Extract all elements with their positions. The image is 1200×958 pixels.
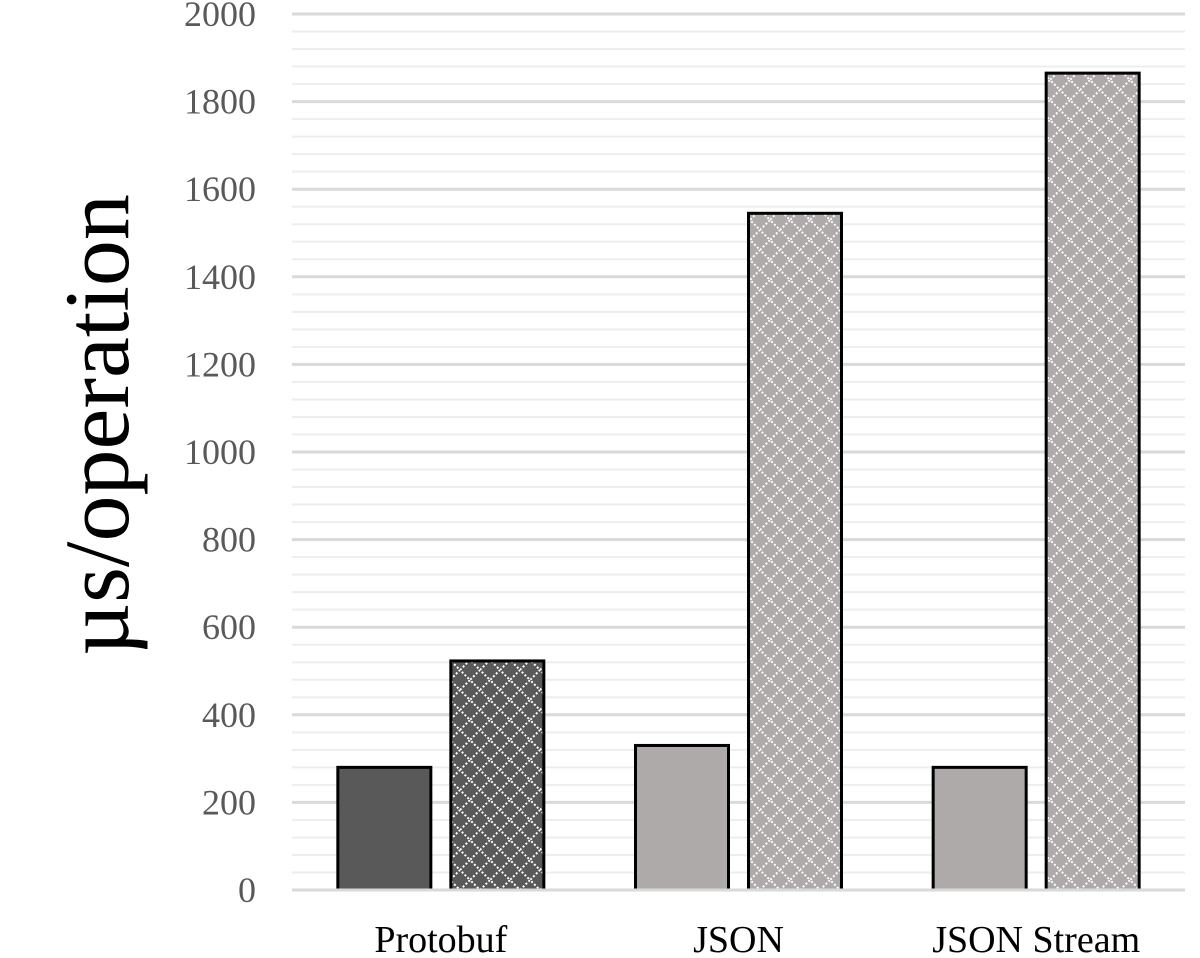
x-axis-categories: Protobuf JSON JSON Stream (374, 919, 1140, 958)
bar-json-solid (634, 743, 730, 892)
x-category-label: JSON Stream (932, 919, 1140, 953)
x-category-label: JSON (693, 919, 784, 953)
bar-protobuf-solid (336, 765, 433, 892)
y-tick-label: 200 (202, 782, 256, 822)
bars (336, 71, 1141, 892)
bar-json-stream-solid (931, 765, 1028, 892)
y-tick-label: 800 (202, 520, 256, 560)
y-tick-label: 1200 (184, 344, 256, 384)
gridlines (292, 12, 1185, 874)
y-tick-label: 1000 (184, 432, 256, 472)
y-tick-label: 1800 (184, 82, 256, 122)
y-tick-label: 600 (202, 607, 256, 647)
bar-protobuf-hatched (449, 659, 546, 892)
bar-json-stream-hatched (1044, 71, 1141, 892)
y-tick-label: 1400 (184, 257, 256, 297)
y-tick-label: 400 (202, 695, 256, 735)
x-category-label: Protobuf (374, 919, 507, 953)
y-tick-label: 1600 (184, 169, 256, 209)
y-axis-ticks: 0 200 400 600 800 1000 1200 1400 1600 1800 2000 (184, 0, 256, 910)
y-tick-label: 2000 (184, 0, 256, 34)
bar-json-hatched (747, 211, 843, 892)
y-axis-title: µs/operation (46, 194, 148, 656)
y-tick-label: 0 (238, 870, 256, 910)
